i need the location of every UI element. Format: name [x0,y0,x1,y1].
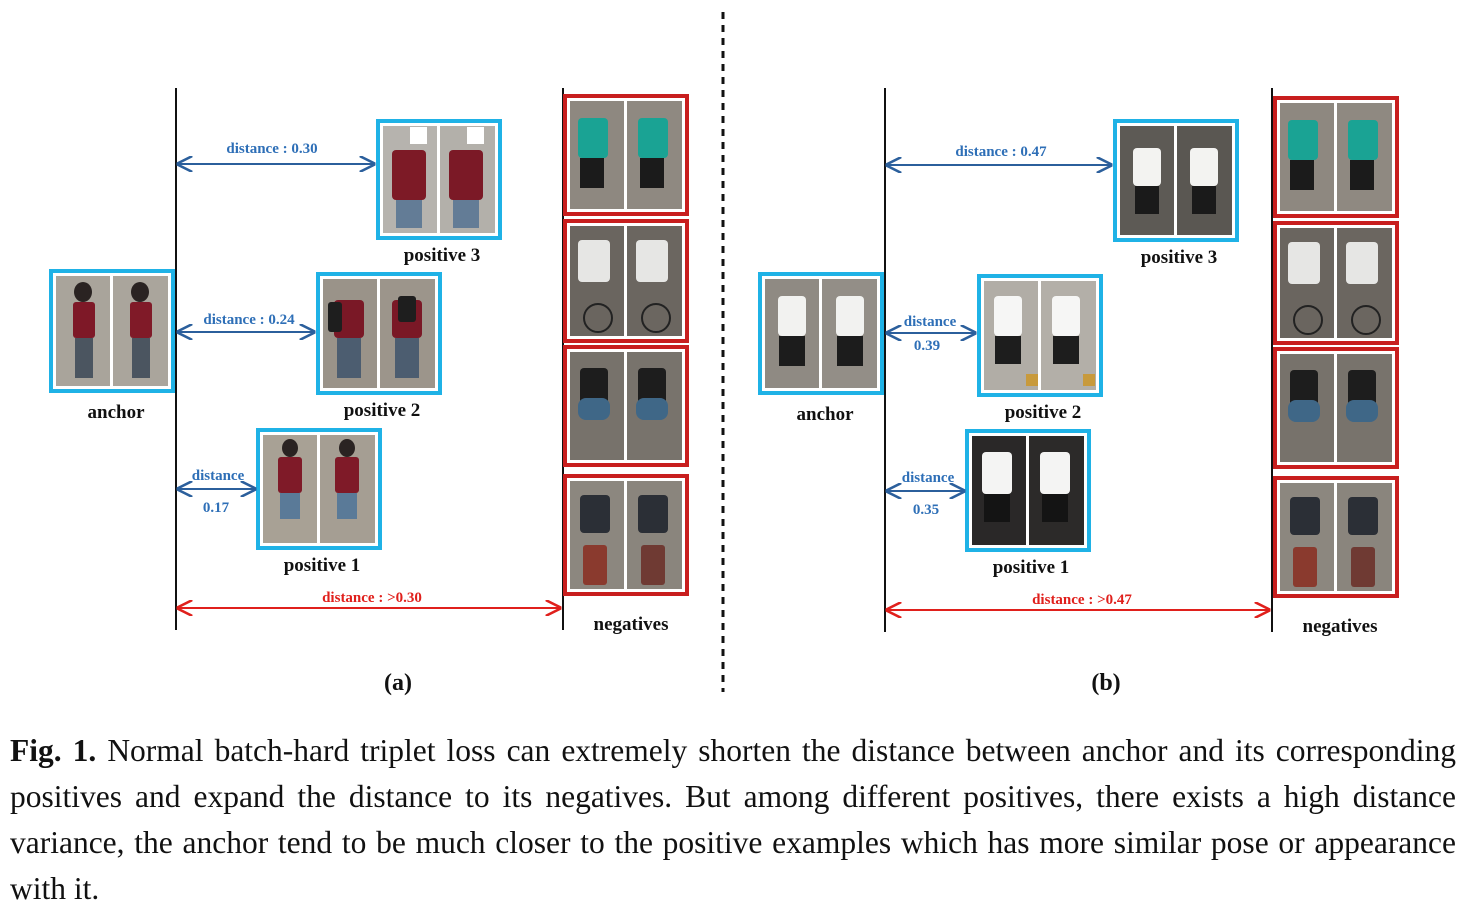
figure-caption: Fig. 1. Normal batch-hard triplet loss c… [10,728,1456,912]
anchor-image [49,269,175,393]
positive-2-label: positive 2 [1005,402,1082,423]
negatives-label: negatives [1303,616,1378,637]
positive-1-distance-line1: distance [902,470,955,486]
positive-3-label: positive 3 [404,245,481,266]
negatives-label: negatives [594,614,669,635]
positive-3-distance: distance : 0.47 [955,144,1047,160]
positive-1-label: positive 1 [993,557,1070,578]
positive-3-label: positive 3 [1141,247,1218,268]
caption-label: Fig. 1. [10,733,97,768]
positive-2-distance: distance : 0.24 [203,312,295,328]
positive-2-image [977,274,1103,397]
caption-text: Normal batch-hard triplet loss can extre… [10,733,1456,906]
panel-a: anchor positive 3 distance : 0.30 [49,88,689,696]
negative-distance: distance : >0.30 [322,590,422,606]
positive-1-image [965,429,1091,552]
positive-3-distance: distance : 0.30 [226,141,317,157]
positive-2-distance-line2: 0.39 [914,338,940,354]
positive-1-distance-line1: distance [192,468,245,484]
anchor-label: anchor [88,402,146,423]
positive-2-image [316,272,442,395]
anchor-label: anchor [797,404,855,425]
panel-a-label: (a) [384,670,412,696]
anchor-image [758,272,884,395]
positive-3-image [376,119,502,240]
negative-images [563,94,689,596]
positive-1-image [256,428,382,550]
positive-2-label: positive 2 [344,400,421,421]
positive-2-distance-line1: distance [904,314,957,330]
positive-1-distance-line2: 0.35 [913,502,939,518]
negative-images [1273,96,1399,598]
positive-3-image [1113,119,1239,242]
panel-b-label: (b) [1091,670,1120,696]
positive-1-label: positive 1 [284,555,361,576]
positive-1-distance-line2: 0.17 [203,500,230,516]
figure-1: anchor positive 3 distance : 0.30 [49,12,1399,696]
panel-b: anchor positive 3 distance : 0.47 positi… [758,88,1399,696]
negative-distance: distance : >0.47 [1032,592,1132,608]
